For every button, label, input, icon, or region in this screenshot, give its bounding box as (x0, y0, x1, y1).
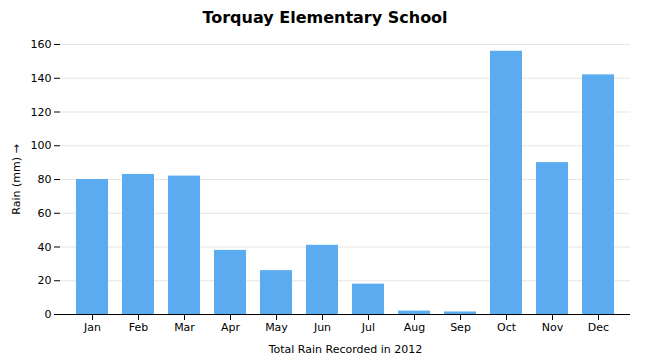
svg-text:Jan: Jan (83, 321, 101, 334)
svg-text:Oct: Oct (497, 321, 517, 334)
svg-text:Apr: Apr (221, 321, 241, 334)
svg-text:120: 120 (31, 106, 52, 119)
svg-text:80: 80 (38, 173, 52, 186)
svg-text:Aug: Aug (404, 321, 425, 334)
svg-text:Feb: Feb (129, 321, 148, 334)
svg-text:Nov: Nov (542, 321, 564, 334)
svg-text:Jul: Jul (361, 321, 375, 334)
svg-text:Jun: Jun (313, 321, 331, 334)
svg-text:May: May (265, 321, 288, 334)
svg-text:100: 100 (31, 139, 52, 152)
svg-text:0: 0 (45, 308, 52, 321)
svg-text:Mar: Mar (174, 321, 195, 334)
svg-text:20: 20 (38, 274, 52, 287)
html-text:Torquay Elementary School: Torquay Elementary School (202, 8, 448, 27)
svg-text:Total Rain Recorded in 2012: Total Rain Recorded in 2012 (268, 343, 423, 356)
svg-text:140: 140 (31, 72, 52, 85)
svg-text:Rain (mm) →: Rain (mm) → (10, 144, 23, 214)
svg-text:160: 160 (31, 38, 52, 51)
svg-text:60: 60 (38, 207, 52, 220)
svg-text:Sep: Sep (450, 321, 471, 334)
svg-text:Dec: Dec (588, 321, 609, 334)
svg-text:40: 40 (38, 241, 52, 254)
